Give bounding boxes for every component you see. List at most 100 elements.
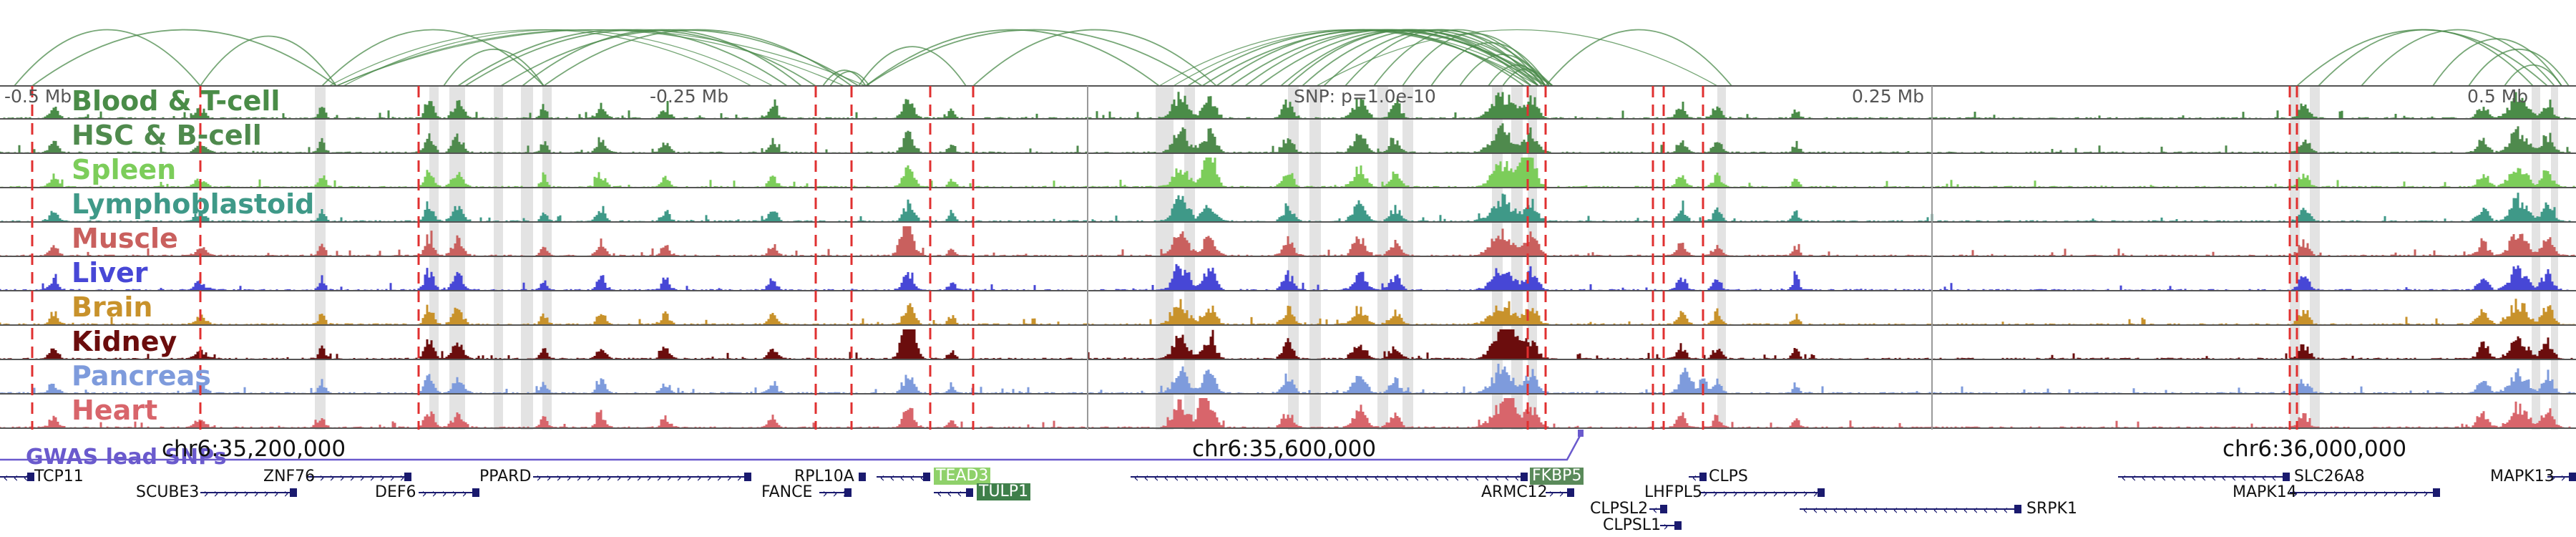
gene-label: CLPS: [1709, 468, 1748, 485]
strand-arrow: ‹: [1414, 470, 1419, 485]
strand-arrow: ‹: [1324, 470, 1329, 485]
strand-arrow: ‹: [1294, 470, 1299, 485]
highlight-region: [1717, 86, 1726, 430]
strand-arrow: ›: [696, 470, 701, 485]
gene-exon: [1674, 521, 1682, 530]
strand-arrow: ›: [576, 470, 581, 485]
gene-label: TCP11: [34, 468, 84, 485]
interaction-arc: [1488, 64, 1546, 87]
gene-model: ‹‹‹‹: [934, 486, 973, 501]
interaction-arc: [500, 29, 859, 87]
strand-arrow: ‹: [1692, 470, 1697, 485]
gene-exon: [27, 473, 34, 481]
strand-arrow: ‹: [2141, 470, 2146, 485]
track-label: Spleen: [72, 154, 177, 185]
strand-arrow: ‹: [1823, 503, 1828, 518]
track-spleen: [0, 158, 2576, 188]
strand-arrow: ›: [283, 486, 288, 501]
scale-label-right: 0.5 Mb: [2467, 86, 2529, 107]
interaction-arc: [1545, 29, 1732, 87]
gene-label: ZNF76: [263, 468, 316, 485]
strand-arrow: ‹: [1224, 470, 1229, 485]
strand-arrow: ›: [1558, 486, 1563, 501]
strand-arrow: ‹: [879, 470, 884, 485]
interaction-arc: [1430, 42, 1550, 87]
interaction-arc: [14, 29, 201, 87]
strand-arrow: ›: [421, 486, 426, 501]
strand-arrow: ‹: [2151, 470, 2156, 485]
interaction-arc: [321, 29, 545, 87]
variant-lines: [31, 86, 2298, 430]
gene-label: SLC26A8: [2294, 468, 2365, 485]
highlight-region: [521, 86, 533, 430]
strand-arrow: ‹: [1444, 470, 1449, 485]
strand-arrow: ›: [223, 486, 228, 501]
interaction-arc: [1345, 29, 1539, 87]
track-muscle: [0, 226, 2576, 257]
gene-exon: [1567, 488, 1574, 497]
interaction-arc: [1373, 29, 1543, 87]
strand-arrow: ›: [686, 470, 691, 485]
strand-arrow: ›: [666, 470, 671, 485]
gene-model: ‹: [1649, 503, 1667, 518]
gene-exon: [744, 473, 751, 481]
interaction-arc: [1316, 29, 1718, 87]
interaction-arc: [822, 69, 867, 87]
strand-arrow: ›: [656, 470, 661, 485]
track-heart: [0, 398, 2576, 429]
strand-arrow: ›: [1792, 486, 1797, 501]
track-kidney: [0, 329, 2576, 360]
gene-model: ‹ ‹ ‹: [0, 470, 34, 485]
strand-arrow: ‹: [1913, 503, 1918, 518]
strand-arrow: ›: [462, 486, 467, 501]
gene-label: FKBP5: [1530, 468, 1584, 485]
gene-label: MAPK14: [2233, 483, 2297, 501]
strand-arrow: ›: [646, 470, 651, 485]
interaction-arc: [858, 46, 967, 87]
strand-arrow: ‹: [1943, 503, 1948, 518]
track-label: Blood & T-cell: [72, 85, 280, 117]
strand-arrow: ‹: [1374, 470, 1379, 485]
strand-arrow: ›: [1813, 486, 1818, 501]
strand-arrow: ›: [626, 470, 631, 485]
strand-arrow: ‹: [1304, 470, 1309, 485]
gene-exon: [472, 488, 479, 497]
gene-label: SCUBE3: [136, 483, 200, 501]
strand-arrow: ›: [1772, 486, 1777, 501]
strand-arrow: ‹: [2231, 470, 2236, 485]
track-label: Liver: [72, 257, 148, 289]
track-label: Kidney: [72, 326, 177, 357]
strand-arrow: ›: [452, 486, 457, 501]
strand-arrow: ›: [2393, 486, 2398, 501]
strand-arrow: ‹: [1214, 470, 1219, 485]
strand-arrow: ‹: [1514, 470, 1519, 485]
track-label: Heart: [72, 395, 158, 426]
interaction-arc: [31, 29, 337, 87]
interaction-arc: [865, 29, 1160, 87]
gene-model: ‹‹‹‹‹‹‹‹‹‹‹‹‹‹‹‹‹‹‹‹‹‹: [1800, 503, 2021, 518]
interaction-arc: [1402, 32, 1546, 87]
track-brain: [0, 299, 2576, 326]
strand-arrow: ›: [596, 470, 601, 485]
signal-peaks: [0, 329, 2575, 359]
strand-arrow: ›: [2303, 486, 2308, 501]
strand-arrow: ›: [676, 470, 681, 485]
strand-arrow: ‹: [1484, 470, 1489, 485]
strand-arrow: ›: [736, 470, 741, 485]
strand-arrow: ›: [1702, 486, 1707, 501]
strand-arrow: ‹: [1464, 470, 1469, 485]
interaction-arc: [2296, 29, 2548, 87]
strand-arrow: ‹: [1334, 470, 1339, 485]
strand-arrow: ›: [706, 470, 711, 485]
strand-arrow: ‹: [1133, 470, 1138, 485]
gene-exon: [966, 488, 973, 497]
interaction-arc: [1280, 29, 1539, 87]
scale-label-left: -0.5 Mb: [4, 86, 72, 107]
strand-arrow: ›: [213, 486, 218, 501]
signal-peaks: [1, 193, 2571, 222]
strand-arrow: ›: [253, 486, 258, 501]
strand-arrow: ‹: [1194, 470, 1199, 485]
strand-arrow: ‹: [1314, 470, 1319, 485]
